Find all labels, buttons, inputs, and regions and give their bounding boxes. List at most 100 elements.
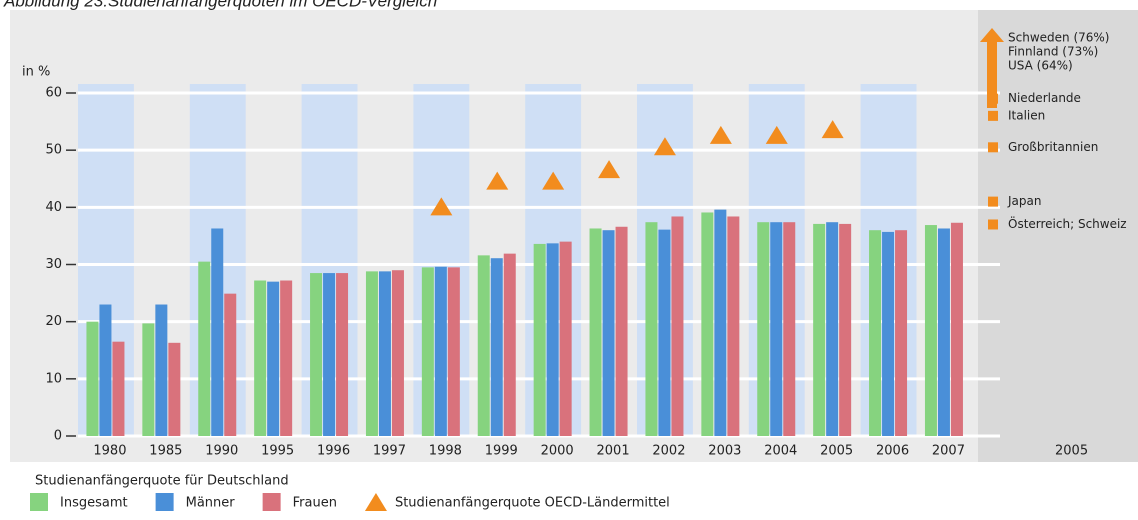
bar [533,243,546,436]
country-label: Japan [1007,194,1041,208]
x-tick-label: 2001 [597,444,630,459]
country-label: Österreich; Schweiz [1008,215,1127,231]
bar [559,241,572,436]
bar [882,231,895,436]
bar [615,226,628,436]
legend-swatch [262,493,281,511]
bar [490,258,503,436]
bar [142,323,155,436]
country-marker [988,142,998,153]
oecd-marker [486,171,509,190]
y-tick-label: 30 [45,257,62,272]
y-tick-label: 50 [45,143,62,158]
bar [99,304,112,436]
bar [365,271,378,436]
country-label: Niederlande [1008,91,1081,105]
bar [224,293,237,436]
x-tick-label: 1980 [93,444,126,459]
chart-title: Abbildung 23:Studienanfängerquoten im OE… [3,0,437,10]
bar [391,270,404,436]
bar [658,229,671,436]
bar [211,228,224,436]
side-panel [978,10,1138,462]
legend-label: Frauen [293,496,337,511]
bar [589,228,602,436]
x-tick-label: 2005 [820,444,853,459]
bar [727,216,740,436]
bar [447,267,460,436]
oecd-marker [598,160,621,179]
country-marker [988,219,998,230]
bar [602,230,615,436]
bar [477,255,490,436]
x-tick-label: 1995 [261,444,294,459]
bar [645,222,658,436]
bar [198,261,211,436]
bar [336,273,349,436]
x-tick-label: 1990 [205,444,238,459]
legend-swatch [155,493,174,511]
x-tick-label: 1999 [485,444,518,459]
bar [310,273,323,436]
legend-label: Insgesamt [60,496,128,511]
x-tick-label: 2007 [932,444,965,459]
x-tick-label: 1997 [373,444,406,459]
bar [378,271,391,436]
bar [671,216,684,436]
bar [155,304,168,436]
oecd-marker [709,125,732,144]
x-tick-label: 1996 [317,444,350,459]
bar [950,222,963,436]
bar [895,230,908,436]
bar [112,341,125,436]
legend-swatch [30,493,48,511]
bar [770,222,783,436]
oecd-marker [821,120,844,139]
bar [267,281,280,436]
bar [168,342,181,436]
bar [826,222,839,436]
arrow-label: USA (64%) [1008,59,1073,73]
bar [757,222,770,436]
legend-marker [364,493,387,511]
oecd-marker [765,125,788,144]
oecd-marker [653,137,676,156]
y-tick-label: 40 [45,200,62,215]
bar [421,267,434,436]
bar [813,223,826,436]
x-tick-label: 2004 [764,444,797,459]
bar [714,209,727,436]
y-tick-label: 20 [45,314,62,329]
legend-label: Studienanfängerquote OECD-Ländermittel [395,496,670,511]
arrow [980,28,1004,108]
country-marker [988,110,998,121]
bar [434,266,447,436]
bar [503,253,516,436]
country-marker [988,93,998,104]
bar [839,223,852,436]
oecd-marker [542,171,565,190]
bar [783,222,796,436]
bar [280,280,293,436]
side-panel-label: 2005 [1055,444,1088,459]
bar [323,273,336,436]
y-tick-label: 0 [54,429,62,444]
bar [924,225,937,436]
bar [869,230,882,436]
bar [254,280,267,436]
country-label: Großbritannien [1008,140,1098,154]
x-tick-label: 2002 [652,444,685,459]
oecd-marker [430,197,453,216]
x-tick-label: 2003 [708,444,741,459]
bar [701,212,714,436]
country-label: Italien [1008,108,1045,122]
bar [546,243,559,436]
x-tick-label: 2000 [541,444,574,459]
legend-label: Männer [186,496,236,511]
legend-title: Studienanfängerquote für Deutschland [35,474,289,489]
bar [937,228,950,436]
y-tick-label: 60 [45,86,62,101]
x-tick-label: 2006 [876,444,909,459]
arrow-label: Finnland (73%) [1008,45,1098,59]
